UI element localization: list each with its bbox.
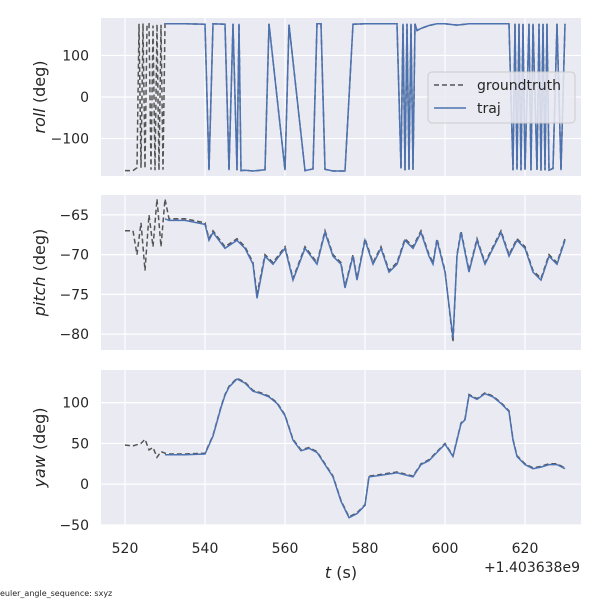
footnote: euler_angle_sequence: sxyz bbox=[0, 589, 113, 598]
y-axis-label: yaw (deg) bbox=[30, 407, 49, 488]
y-tick-label: 0 bbox=[80, 90, 89, 106]
y-tick-label: 0 bbox=[80, 477, 89, 493]
y-tick-label: −80 bbox=[59, 327, 89, 343]
y-tick-label: −75 bbox=[59, 287, 89, 303]
x-axis-label: t (s) bbox=[325, 563, 357, 582]
x-tick-label: 620 bbox=[512, 541, 539, 557]
y-tick-label: −70 bbox=[59, 248, 89, 264]
x-tick-label: 600 bbox=[432, 541, 459, 557]
x-tick-label: 580 bbox=[352, 541, 379, 557]
y-axis-label: pitch (deg) bbox=[30, 229, 49, 318]
y-tick-label: −50 bbox=[59, 518, 89, 534]
panel-yaw: 100 50 0 −50 yaw (deg) bbox=[30, 370, 581, 534]
series-line-traj bbox=[164, 218, 566, 339]
plot-area bbox=[101, 195, 581, 350]
x-tick-label: 520 bbox=[112, 541, 139, 557]
panel-pitch: −65 −70 −75 −80 pitch (deg) bbox=[30, 195, 581, 350]
y-tick-label: −100 bbox=[51, 132, 89, 148]
y-tick-label: 50 bbox=[71, 436, 89, 452]
y-tick-label: 100 bbox=[62, 48, 89, 64]
y-axis-label: roll (deg) bbox=[30, 61, 49, 134]
series-line-traj bbox=[165, 23, 566, 172]
legend-label-groundtruth: groundtruth bbox=[477, 78, 561, 94]
legend-label-traj: traj bbox=[477, 101, 501, 117]
y-tick-label: 100 bbox=[62, 396, 89, 412]
x-offset-label: +1.403638e9 bbox=[484, 560, 580, 576]
x-tick-label: 560 bbox=[272, 541, 299, 557]
series-line-traj bbox=[165, 378, 566, 519]
legend: groundtruth traj bbox=[427, 71, 576, 124]
y-tick-label: −65 bbox=[59, 208, 89, 224]
x-tick-label: 540 bbox=[192, 541, 219, 557]
